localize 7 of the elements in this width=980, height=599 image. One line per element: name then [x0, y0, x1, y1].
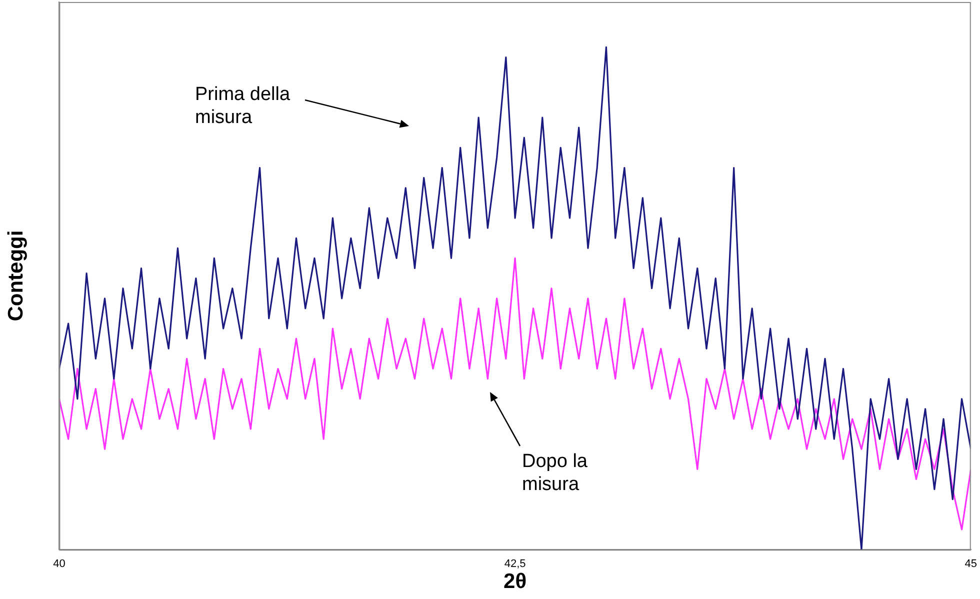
- x-axis-title: 2θ: [504, 570, 527, 594]
- x-tick-label: 45: [964, 558, 978, 570]
- x-tick-label: 42,5: [504, 558, 526, 570]
- annotation: Prima della misura: [195, 83, 292, 129]
- y-axis-title: Conteggi: [4, 230, 28, 322]
- annotation: Dopo la misura: [522, 450, 588, 496]
- x-tick-label: 40: [53, 558, 66, 570]
